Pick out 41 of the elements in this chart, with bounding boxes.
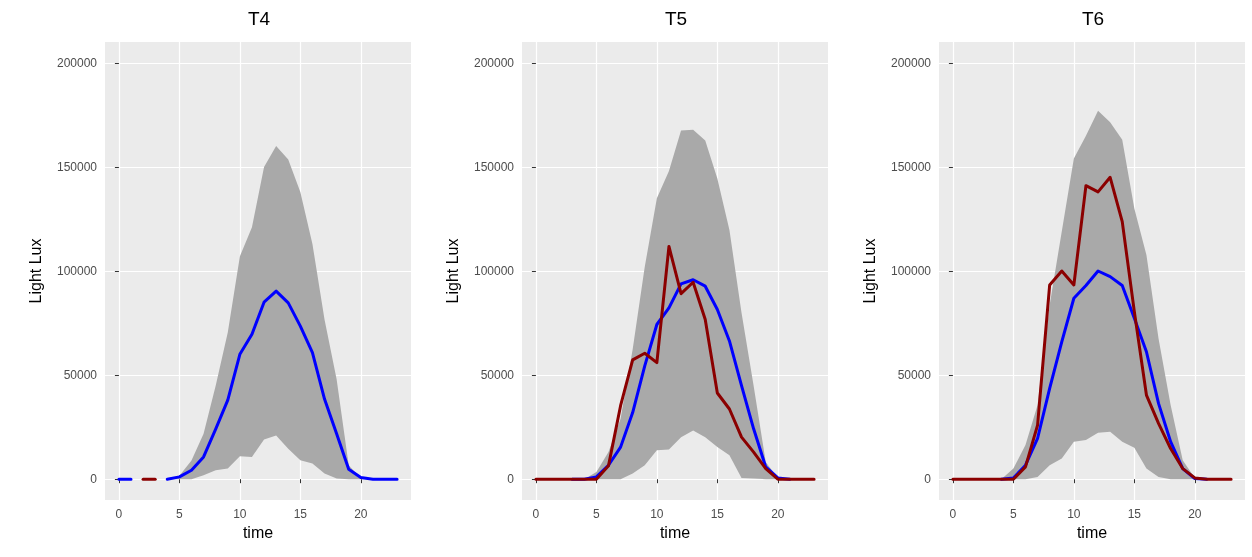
y-tick-label: 50000 [897,368,932,383]
x-tick-label: 15 [710,507,725,521]
y-axis-title: Light Lux [26,238,44,304]
x-tick-label: 0 [532,507,540,521]
y-tick-label: 0 [90,472,98,487]
x-tick-label: 10 [650,507,664,521]
x-tick-label: 5 [176,507,184,521]
y-tick-label: 200000 [56,55,98,70]
chart-title: T4 [247,8,271,29]
x-tick-label: 5 [1010,507,1018,521]
y-tick-label: 200000 [473,55,515,70]
x-axis-title: time [659,524,691,542]
x-tick-label: 10 [233,507,247,521]
x-tick-label: 20 [1188,507,1202,521]
line-series [951,175,1233,481]
x-tick-label: 15 [1127,507,1142,521]
y-tick-label: 50000 [480,368,515,383]
chart-title: T5 [664,8,688,29]
x-tick-label: 0 [115,507,123,521]
y-tick-label: 0 [507,472,515,487]
y-tick-label: 150000 [890,159,932,174]
y-axis-title: Light Lux [860,238,878,304]
x-tick-label: 20 [771,507,785,521]
y-tick-label: 100000 [56,264,98,278]
y-tick-label: 150000 [56,159,98,174]
y-tick-label: 0 [924,472,932,487]
x-tick-label: 15 [293,507,308,521]
y-axis-title: Light Lux [443,238,461,304]
x-axis-title: time [1076,524,1108,542]
x-tick-label: 20 [354,507,368,521]
x-axis-title: time [242,524,274,542]
y-tick-label: 100000 [890,264,932,278]
x-tick-label: 0 [949,507,957,521]
x-tick-label: 10 [1067,507,1081,521]
line-series [534,244,816,481]
y-tick-label: 100000 [473,264,515,278]
y-tick-label: 150000 [473,159,515,174]
chart-title: T6 [1081,8,1105,29]
y-tick-label: 200000 [890,55,932,70]
x-tick-label: 5 [593,507,601,521]
y-tick-label: 50000 [63,368,98,383]
